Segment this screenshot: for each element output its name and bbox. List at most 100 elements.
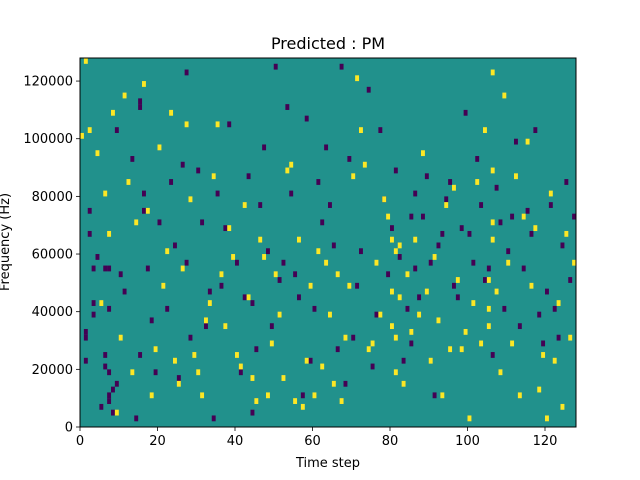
heatmap-cell-low: [448, 179, 453, 185]
heatmap-cell-low: [521, 265, 526, 272]
heatmap-cell-high: [153, 346, 158, 353]
heatmap-cell-high: [556, 300, 561, 306]
x-axis-label: Time step: [295, 456, 360, 471]
heatmap-cell-low: [184, 259, 189, 266]
heatmap-cell-high: [479, 340, 484, 347]
heatmap-cell-high: [459, 346, 464, 353]
heatmap-cell-high: [107, 230, 112, 237]
heatmap-cell-low: [91, 300, 96, 306]
plot-frame: [79, 57, 577, 428]
heatmap-cell-low: [494, 184, 499, 191]
heatmap-cell-low: [335, 346, 340, 353]
heatmap-cell-low: [483, 277, 487, 283]
heatmap-cell-low: [393, 167, 398, 174]
heatmap-cell-high: [281, 375, 286, 381]
heatmap-cell-low: [250, 409, 255, 416]
heatmap-cell-high: [390, 236, 394, 243]
x-tick-label: 80: [382, 434, 399, 449]
heatmap-cell-low: [413, 265, 418, 272]
heatmap-cell-low: [114, 380, 119, 387]
heatmap-cell-low: [444, 196, 449, 203]
heatmap-cell-high: [393, 369, 398, 376]
heatmap-cell-high: [490, 167, 495, 174]
heatmap-cell-high: [320, 363, 325, 370]
heatmap-cell-low: [262, 144, 267, 151]
heatmap-cell-high: [355, 75, 360, 82]
heatmap-cell-low: [514, 138, 518, 145]
heatmap-cell-low: [525, 207, 530, 214]
heatmap-cell-high: [331, 380, 336, 387]
heatmap-cell-low: [215, 190, 220, 197]
heatmap-cell-high: [486, 323, 491, 330]
heatmap-cell-high: [126, 179, 131, 185]
heatmap-cell-high: [235, 352, 239, 358]
heatmap-cell-low: [316, 179, 321, 185]
heatmap-cell-high: [533, 225, 538, 232]
heatmap-cell-high: [390, 323, 394, 330]
heatmap-cell-low: [455, 294, 460, 301]
heatmap-cell-low: [506, 248, 511, 255]
heatmap-cell-high: [215, 121, 220, 128]
heatmap-cell-high: [463, 328, 468, 335]
y-tick-label: 20000: [32, 363, 73, 378]
heatmap-cell-low: [200, 219, 205, 226]
heatmap-cell-high: [266, 392, 270, 399]
heatmap-cell-low: [107, 305, 112, 312]
heatmap-cell-low: [436, 242, 441, 249]
heatmap-cell-low: [266, 248, 270, 255]
heatmap-cell-high: [122, 92, 127, 99]
heatmap-cell-low: [83, 357, 88, 364]
heatmap-cell-low: [149, 317, 154, 324]
heatmap-cell-high: [490, 69, 495, 76]
heatmap-cell-low: [254, 346, 259, 353]
heatmap-cell-high: [269, 340, 274, 347]
heatmap-cell-low: [269, 323, 274, 330]
heatmap-cell-high: [347, 282, 352, 289]
heatmap-cell-high: [486, 277, 491, 283]
heatmap-cell-high: [405, 271, 410, 278]
heatmap-cell-low: [300, 392, 305, 399]
heatmap-cell-high: [231, 254, 236, 260]
heatmap-cell-high: [514, 173, 518, 180]
plot-area: [79, 57, 577, 428]
heatmap-cell-high: [529, 282, 534, 289]
heatmap-cell-high: [541, 352, 546, 358]
heatmap-cell-high: [436, 317, 441, 324]
heatmap-cell-high: [204, 317, 208, 324]
heatmap-cell-low: [304, 115, 309, 122]
heatmap-cell-low: [103, 265, 108, 272]
heatmap-cell-high: [87, 127, 92, 134]
heatmap-cell-low: [541, 340, 546, 347]
heatmap-cell-high: [343, 334, 348, 341]
heatmap-cell-high: [277, 311, 282, 318]
heatmap-cell-low: [486, 265, 491, 272]
heatmap-cell-low: [99, 403, 104, 410]
heatmap-cell-low: [421, 213, 425, 220]
heatmap-cell-high: [490, 236, 495, 243]
heatmap-cell-low: [180, 161, 185, 168]
heatmap-cell-low: [142, 207, 146, 214]
heatmap-cell-low: [347, 156, 352, 162]
heatmap-cell-low: [370, 363, 375, 370]
heatmap-cell-low: [114, 127, 119, 134]
heatmap-cell-low: [258, 202, 263, 208]
heatmap-cell-high: [211, 173, 216, 180]
heatmap-cell-high: [169, 109, 174, 116]
heatmap-cell-high: [328, 311, 332, 318]
heatmap-cell-high: [401, 380, 406, 387]
heatmap-cell-high: [537, 386, 542, 393]
heatmap-cell-high: [188, 196, 193, 203]
heatmap-cell-high: [273, 271, 278, 278]
heatmap-cell-low: [545, 288, 549, 295]
heatmap-cell-high: [444, 202, 449, 208]
heatmap-cell-low: [401, 357, 406, 364]
heatmap-cell-low: [107, 369, 112, 376]
heatmap-cell-low: [138, 352, 143, 358]
x-tick-label: 20: [149, 434, 166, 449]
heatmap-cell-low: [289, 190, 294, 197]
heatmap-cell-low: [83, 328, 88, 335]
y-tick-label: 60000: [32, 248, 73, 263]
y-tick-label: 100000: [23, 132, 73, 147]
heatmap-cell-low: [409, 213, 414, 220]
heatmap-cell-low: [351, 334, 356, 341]
